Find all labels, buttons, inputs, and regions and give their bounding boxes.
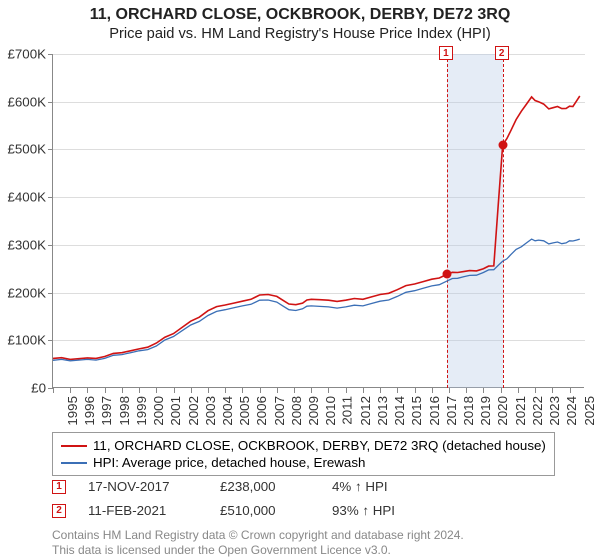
x-axis-label: 2013	[375, 396, 390, 426]
x-axis-label: 2006	[254, 396, 269, 426]
annotation-marker-box: 2	[52, 504, 66, 518]
y-axis-label: £300K	[2, 237, 46, 252]
x-tick	[397, 388, 398, 393]
x-axis-label: 2010	[323, 396, 338, 426]
x-tick	[242, 388, 243, 393]
legend-item: 11, ORCHARD CLOSE, OCKBROOK, DERBY, DE72…	[61, 437, 546, 454]
x-tick	[346, 388, 347, 393]
legend-swatch	[61, 462, 87, 464]
marker-label-box: 2	[495, 46, 509, 60]
x-axis-label: 2008	[289, 396, 304, 426]
x-axis-label: 1997	[99, 396, 114, 426]
x-tick	[552, 388, 553, 393]
annotation-date: 11-FEB-2021	[88, 503, 198, 518]
x-axis-label: 1996	[82, 396, 97, 426]
x-tick	[380, 388, 381, 393]
x-axis-label: 2004	[220, 396, 235, 426]
x-axis-label: 2023	[547, 396, 562, 426]
footer-line: Contains HM Land Registry data © Crown c…	[52, 528, 464, 543]
x-axis-label: 2009	[306, 396, 321, 426]
x-tick	[570, 388, 571, 393]
x-tick	[53, 388, 54, 393]
plot-area	[52, 54, 584, 388]
x-axis-label: 2007	[271, 396, 286, 426]
x-tick	[535, 388, 536, 393]
x-tick	[483, 388, 484, 393]
x-axis-label: 2014	[392, 396, 407, 426]
x-axis-label: 1995	[65, 396, 80, 426]
chart-title: 11, ORCHARD CLOSE, OCKBROOK, DERBY, DE72…	[0, 6, 600, 24]
y-axis-label: £600K	[2, 94, 46, 109]
annotation-delta: 93% ↑ HPI	[332, 503, 395, 518]
annotation-row: 1 17-NOV-2017 £238,000 4% ↑ HPI	[52, 479, 388, 494]
x-axis-label: 2021	[512, 396, 527, 426]
y-axis-label: £100K	[2, 333, 46, 348]
x-tick	[466, 388, 467, 393]
legend-swatch	[61, 445, 87, 447]
x-tick	[277, 388, 278, 393]
x-axis-label: 2019	[478, 396, 493, 426]
footer-line: This data is licensed under the Open Gov…	[52, 543, 464, 558]
x-tick	[87, 388, 88, 393]
legend-text: 11, ORCHARD CLOSE, OCKBROOK, DERBY, DE72…	[93, 438, 546, 453]
y-axis-label: £700K	[2, 47, 46, 62]
x-axis-label: 2001	[168, 396, 183, 426]
legend-text: HPI: Average price, detached house, Erew…	[93, 455, 365, 470]
x-tick	[501, 388, 502, 393]
chart-subtitle: Price paid vs. HM Land Registry's House …	[0, 26, 600, 42]
annotation-price: £238,000	[220, 479, 310, 494]
x-axis-label: 2022	[530, 396, 545, 426]
legend: 11, ORCHARD CLOSE, OCKBROOK, DERBY, DE72…	[52, 432, 555, 476]
x-tick	[208, 388, 209, 393]
x-tick	[328, 388, 329, 393]
x-tick	[139, 388, 140, 393]
x-tick	[156, 388, 157, 393]
series-svg	[53, 54, 585, 388]
x-axis-label: 2005	[237, 396, 252, 426]
x-tick	[260, 388, 261, 393]
x-tick	[70, 388, 71, 393]
x-axis-label: 2011	[340, 396, 355, 425]
annotation-delta: 4% ↑ HPI	[332, 479, 388, 494]
x-tick	[225, 388, 226, 393]
x-tick	[174, 388, 175, 393]
x-tick	[122, 388, 123, 393]
marker-label-box: 1	[439, 46, 453, 60]
legend-item: HPI: Average price, detached house, Erew…	[61, 454, 546, 471]
x-axis-label: 2018	[461, 396, 476, 426]
x-tick	[311, 388, 312, 393]
x-tick	[449, 388, 450, 393]
x-axis-label: 2016	[426, 396, 441, 426]
x-tick	[294, 388, 295, 393]
series-property	[53, 96, 580, 359]
y-axis-label: £400K	[2, 190, 46, 205]
x-axis-label: 2012	[358, 396, 373, 426]
x-tick	[363, 388, 364, 393]
x-axis-label: 2000	[151, 396, 166, 426]
x-tick	[191, 388, 192, 393]
annotation-date: 17-NOV-2017	[88, 479, 198, 494]
x-tick	[415, 388, 416, 393]
x-tick	[518, 388, 519, 393]
x-axis-label: 2015	[409, 396, 424, 426]
x-axis-label: 1998	[116, 396, 131, 426]
y-axis-label: £500K	[2, 142, 46, 157]
x-axis-label: 2020	[495, 396, 510, 426]
x-axis-label: 1999	[134, 396, 149, 426]
x-tick	[105, 388, 106, 393]
annotation-marker-box: 1	[52, 480, 66, 494]
annotation-row: 2 11-FEB-2021 £510,000 93% ↑ HPI	[52, 503, 395, 518]
x-tick	[432, 388, 433, 393]
footer: Contains HM Land Registry data © Crown c…	[52, 528, 464, 558]
x-axis-label: 2024	[564, 396, 579, 426]
x-axis-label: 2017	[444, 396, 459, 426]
x-axis-label: 2002	[185, 396, 200, 426]
y-axis-label: £200K	[2, 285, 46, 300]
y-axis-label: £0	[2, 381, 46, 396]
x-axis-label: 2003	[203, 396, 218, 426]
annotation-price: £510,000	[220, 503, 310, 518]
x-axis-label: 2025	[581, 396, 596, 426]
